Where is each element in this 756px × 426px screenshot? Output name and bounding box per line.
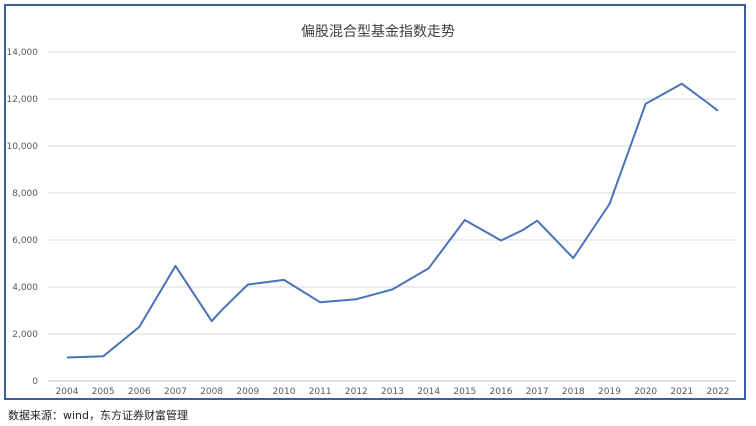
x-tick-label: 2014 xyxy=(417,387,440,397)
x-tick-label: 2018 xyxy=(562,387,585,397)
x-tick-label: 2006 xyxy=(128,387,151,397)
x-tick-label: 2022 xyxy=(707,387,730,397)
x-tick-label: 2007 xyxy=(164,387,187,397)
x-axis-ticks: 2004 2005 2006 2007 2008 2009 2010 2011 2012 2013… xyxy=(56,387,730,397)
x-tick-label: 2016 xyxy=(490,387,513,397)
x-tick-label: 2021 xyxy=(670,387,693,397)
chart-title: 偏股混合型基金指数走势 xyxy=(301,23,455,40)
source-note: 数据来源：wind，东方证券财富管理 xyxy=(8,409,189,422)
x-tick-label: 2009 xyxy=(236,387,259,397)
x-tick-label: 2011 xyxy=(309,387,332,397)
y-tick-label: 6,000 xyxy=(12,236,38,246)
x-tick-label: 2020 xyxy=(634,387,657,397)
y-tick-label: 14,000 xyxy=(7,48,39,58)
x-tick-label: 2005 xyxy=(92,387,115,397)
y-tick-label: 10,000 xyxy=(7,142,39,152)
x-tick-label: 2015 xyxy=(453,387,476,397)
y-tick-label: 2,000 xyxy=(12,330,38,340)
x-tick-label: 2010 xyxy=(273,387,296,397)
x-tick-label: 2017 xyxy=(526,387,549,397)
y-tick-label: 4,000 xyxy=(12,283,38,293)
y-tick-label: 0 xyxy=(32,377,38,387)
y-tick-label: 8,000 xyxy=(12,189,38,199)
x-tick-label: 2004 xyxy=(56,387,79,397)
y-axis-ticks: 0 2,000 4,000 6,000 8,000 10,000 12,000 14,000 xyxy=(7,48,39,387)
series-line xyxy=(66,82,719,359)
y-tick-label: 12,000 xyxy=(7,95,39,105)
x-tick-label: 2013 xyxy=(381,387,404,397)
x-tick-label: 2019 xyxy=(598,387,621,397)
gridlines xyxy=(48,51,736,382)
series-layer xyxy=(66,82,719,359)
x-tick-label: 2008 xyxy=(200,387,223,397)
line-chart: 偏股混合型基金指数走势 0 2,000 4,000 6,000 8,000 10,000 1… xyxy=(7,23,736,397)
x-tick-label: 2012 xyxy=(345,387,368,397)
